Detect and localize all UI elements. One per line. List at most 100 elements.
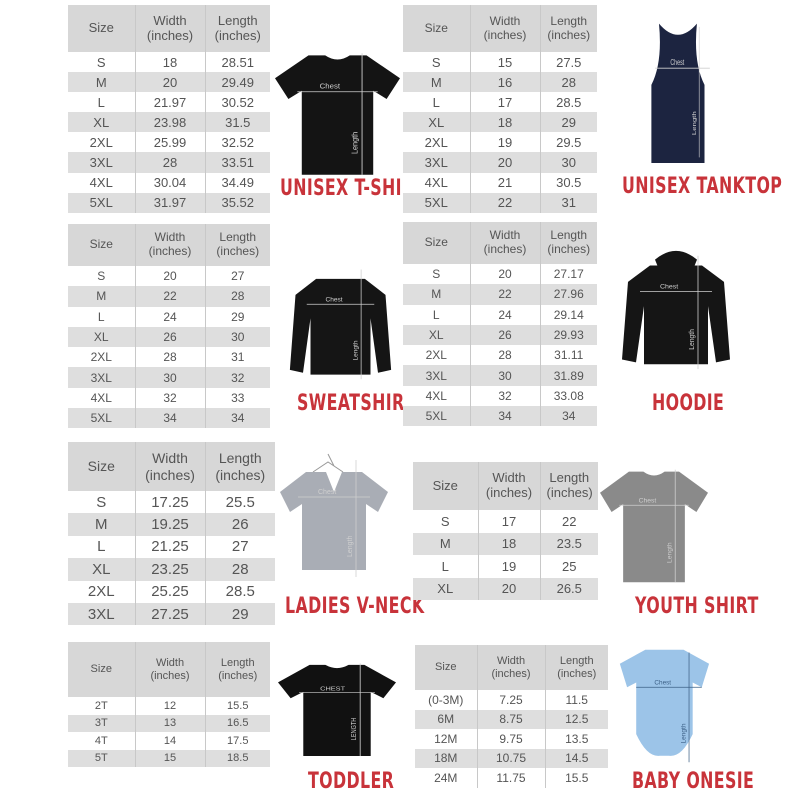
width-cell: 34 <box>135 408 206 429</box>
width-cell: 22 <box>470 284 541 305</box>
table-row: S 20 27.17 <box>403 264 597 285</box>
table-row: XL 23.98 31.5 <box>68 112 270 133</box>
table-row: 3XL 30 31.89 <box>403 365 597 386</box>
size-cell: S <box>403 52 471 73</box>
column-header-length: Length (inches) <box>205 224 270 266</box>
size-cell: XL <box>403 112 471 133</box>
length-cell: 34.49 <box>205 172 270 193</box>
length-cell: 17.5 <box>205 732 270 750</box>
table-row: M 22 28 <box>68 286 270 307</box>
width-cell: 19 <box>478 555 541 578</box>
width-cell: 18 <box>478 532 541 555</box>
tanktop-icon: Chest Length <box>640 18 725 163</box>
length-cell: 16.5 <box>205 714 270 732</box>
size-cell: 2XL <box>403 345 471 366</box>
toddler-shirt-icon: CHEST LENGTH <box>278 657 396 760</box>
size-table: Size Width (inches) Length (inches) S 17.25 2… <box>68 442 275 626</box>
width-cell: 32 <box>135 387 206 409</box>
chest-label: Chest <box>639 497 657 504</box>
table-row: 4XL 32 33.08 <box>403 385 597 407</box>
table-row: L 24 29 <box>68 306 270 327</box>
length-cell: 11.5 <box>545 690 608 710</box>
table-row: 18M 10.75 14.5 <box>415 748 608 768</box>
size-cell: M <box>68 513 136 536</box>
size-cell: 3XL <box>68 367 136 388</box>
table-row: M 20 29.49 <box>68 72 270 93</box>
width-cell: 16 <box>470 72 541 93</box>
table-row: XL 20 26.5 <box>413 577 598 600</box>
length-cell: 29 <box>205 602 275 626</box>
width-cell: 30.04 <box>135 172 206 193</box>
column-header-size: Size <box>68 642 136 697</box>
width-cell: 17 <box>478 510 541 533</box>
size-cell: L <box>68 92 136 113</box>
table-row: 4XL 30.04 34.49 <box>68 172 270 193</box>
width-cell: 20 <box>470 264 541 285</box>
table-row: 5XL 34 34 <box>403 406 597 427</box>
table-row: 5XL 31.97 35.52 <box>68 192 270 213</box>
onesie-icon: Chest Length <box>618 645 720 767</box>
table-row: 2XL 25.99 32.52 <box>68 132 270 153</box>
length-label: Length <box>680 723 687 743</box>
size-cell: S <box>413 510 479 533</box>
product-label: HOODIE <box>652 391 725 416</box>
table-row: XL 18 29 <box>403 112 597 133</box>
length-cell: 27 <box>205 535 275 559</box>
length-cell: 30.5 <box>540 172 597 193</box>
size-cell: 3XL <box>68 602 136 626</box>
width-cell: 28 <box>135 347 206 368</box>
length-cell: 15.5 <box>545 768 608 788</box>
table-row: 3XL 28 33.51 <box>68 152 270 173</box>
size-cell: 5XL <box>403 406 471 427</box>
column-header-width: Width (inches) <box>135 442 206 491</box>
table-row: M 19.25 26 <box>68 513 275 536</box>
size-cell: XL <box>413 577 479 600</box>
length-cell: 34 <box>205 408 270 429</box>
size-cell: (0-3M) <box>415 690 478 710</box>
size-cell: 18M <box>415 748 478 768</box>
width-cell: 25.99 <box>135 132 206 153</box>
table-row: L 24 29.14 <box>403 304 597 325</box>
size-cell: 24M <box>415 768 478 788</box>
length-cell: 23.5 <box>540 532 598 555</box>
length-cell: 33 <box>205 387 270 409</box>
size-cell: 12M <box>415 729 478 749</box>
header-row: Size Width (inches) Length (inches) <box>68 224 270 266</box>
length-cell: 26.5 <box>540 577 598 600</box>
hoodie-icon: Chest Length <box>620 248 732 374</box>
length-cell: 29 <box>205 306 270 327</box>
header-row: Size Width (inches) Length (inches) <box>403 5 597 52</box>
column-header-length: Length (inches) <box>205 442 275 491</box>
column-header-size: Size <box>68 442 136 491</box>
column-header-size: Size <box>413 462 479 510</box>
table-row: 5T 15 18.5 <box>68 749 270 767</box>
size-table: Size Width (inches) Length (inches) 2T 12 15.… <box>68 642 270 767</box>
header-row: Size Width (inches) Length (inches) <box>68 442 275 491</box>
width-cell: 20 <box>470 152 541 173</box>
column-header-size: Size <box>415 645 478 690</box>
width-cell: 20 <box>135 72 206 93</box>
length-cell: 27 <box>205 266 270 287</box>
size-cell: XL <box>68 558 136 581</box>
column-header-size: Size <box>68 224 136 266</box>
size-cell: 4XL <box>68 387 136 409</box>
table-row: S 20 27 <box>68 266 270 287</box>
table-row: 4XL 21 30.5 <box>403 172 597 193</box>
size-cell: S <box>68 52 136 73</box>
table-row: S 17.25 25.5 <box>68 491 275 514</box>
width-cell: 17.25 <box>135 491 206 514</box>
width-cell: 19 <box>470 132 541 153</box>
header-row: Size Width (inches) Length (inches) <box>68 642 270 697</box>
product-label: TODDLER <box>308 769 395 794</box>
table-row: M 18 23.5 <box>413 532 598 555</box>
size-cell: XL <box>68 112 136 133</box>
chest-label: Chest <box>660 284 678 291</box>
length-cell: 18.5 <box>205 749 270 767</box>
size-cell: M <box>403 284 471 305</box>
length-cell: 29 <box>540 112 597 133</box>
chest-label: CHEST <box>320 686 345 692</box>
length-cell: 33.08 <box>540 385 597 407</box>
length-label: Length <box>666 542 673 563</box>
table-row: 12M 9.75 13.5 <box>415 729 608 749</box>
length-cell: 32 <box>205 367 270 388</box>
